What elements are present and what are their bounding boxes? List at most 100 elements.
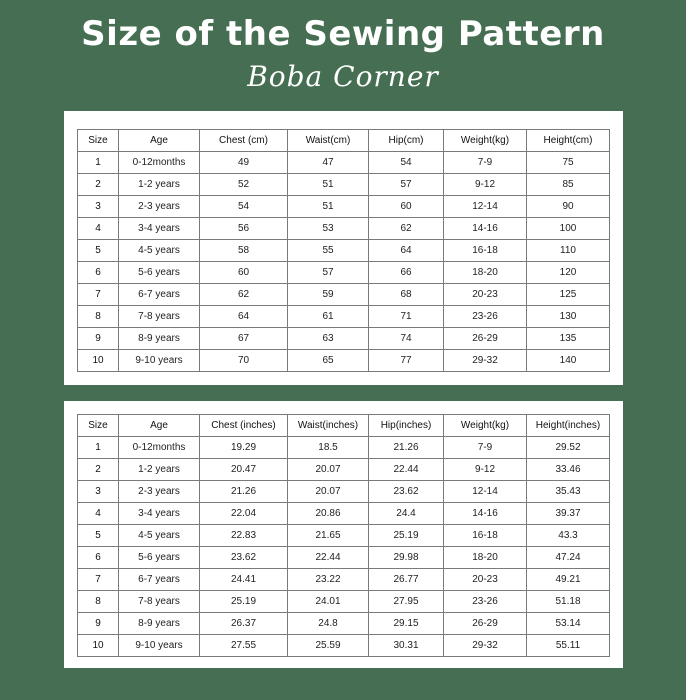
brand-logo: Boba Corner [247,60,439,93]
table-cell: 58 [199,239,288,262]
table-cell: 3-4 years [118,502,200,525]
table-cell: 35.43 [526,480,610,503]
table-cell: 54 [199,195,288,218]
cm-size-panel: Size Age Chest (cm) Waist(cm) Hip(cm) Weight(… [64,111,623,385]
table-cell: 23-26 [443,305,527,328]
column-header: Height(inches) [526,414,610,437]
table-cell: 120 [526,261,610,284]
table-cell: 20.07 [287,480,369,503]
table-cell: 135 [526,327,610,350]
table-cell: 26.77 [368,568,444,591]
table-row: 2 1-2 years 20.47 20.07 22.44 9-12 33.46 [77,458,610,481]
size-cell: 2 [77,173,119,196]
table-cell: 29-32 [443,634,527,657]
table-cell: 19.29 [199,436,288,459]
table-cell: 85 [526,173,610,196]
table-cell: 20.47 [199,458,288,481]
table-cell: 29.52 [526,436,610,459]
column-header: Weight(kg) [443,129,527,152]
table-cell: 62 [368,217,444,240]
table-cell: 26.37 [199,612,288,635]
table-header-row: Size Age Chest (cm) Waist(cm) Hip(cm) Weight(… [77,129,610,152]
table-cell: 23-26 [443,590,527,613]
table-cell: 23.62 [199,546,288,569]
table-cell: 49.21 [526,568,610,591]
table-cell: 22.04 [199,502,288,525]
column-header: Age [118,414,200,437]
size-cell: 6 [77,261,119,284]
table-cell: 0-12months [118,151,200,174]
table-cell: 3-4 years [118,217,200,240]
table-cell: 54 [368,151,444,174]
table-row: 3 2-3 years 54 51 60 12-14 90 [77,195,610,218]
table-row: 5 4-5 years 58 55 64 16-18 110 [77,239,610,262]
table-cell: 29.15 [368,612,444,635]
table-cell: 29-32 [443,349,527,372]
table-cell: 20-23 [443,283,527,306]
size-cell: 9 [77,612,119,635]
table-cell: 57 [368,173,444,196]
table-cell: 12-14 [443,480,527,503]
table-cell: 130 [526,305,610,328]
size-cell: 4 [77,217,119,240]
table-cell: 20.07 [287,458,369,481]
table-cell: 26-29 [443,327,527,350]
table-header-row: Size Age Chest (inches) Waist(inches) Hip(in… [77,414,610,437]
column-header: Hip(inches) [368,414,444,437]
table-cell: 18-20 [443,261,527,284]
table-cell: 8-9 years [118,612,200,635]
table-cell: 24.01 [287,590,369,613]
table-cell: 49 [199,151,288,174]
table-row: 5 4-5 years 22.83 21.65 25.19 16-18 43.3 [77,524,610,547]
table-cell: 51.18 [526,590,610,613]
table-cell: 8-9 years [118,327,200,350]
size-cell: 1 [77,151,119,174]
table-row: 9 8-9 years 26.37 24.8 29.15 26-29 53.14 [77,612,610,635]
table-cell: 20-23 [443,568,527,591]
column-header: Waist(inches) [287,414,369,437]
table-cell: 140 [526,349,610,372]
column-header: Waist(cm) [287,129,369,152]
table-cell: 67 [199,327,288,350]
table-cell: 7-9 [443,151,527,174]
table-cell: 75 [526,151,610,174]
table-row: 8 7-8 years 64 61 71 23-26 130 [77,305,610,328]
table-row: 10 9-10 years 70 65 77 29-32 140 [77,349,610,372]
table-row: 6 5-6 years 23.62 22.44 29.98 18-20 47.24 [77,546,610,569]
table-cell: 62 [199,283,288,306]
table-row: 6 5-6 years 60 57 66 18-20 120 [77,261,610,284]
table-cell: 74 [368,327,444,350]
size-cell: 3 [77,195,119,218]
table-cell: 25.59 [287,634,369,657]
table-cell: 1-2 years [118,458,200,481]
table-cell: 47 [287,151,369,174]
size-cell: 5 [77,524,119,547]
table-cell: 7-8 years [118,305,200,328]
size-cell: 8 [77,305,119,328]
table-cell: 2-3 years [118,195,200,218]
table-cell: 12-14 [443,195,527,218]
table-cell: 22.83 [199,524,288,547]
table-cell: 9-12 [443,173,527,196]
table-cell: 7-9 [443,436,527,459]
column-header: Weight(kg) [443,414,527,437]
table-cell: 43.3 [526,524,610,547]
table-cell: 0-12months [118,436,200,459]
column-header: Age [118,129,200,152]
table-cell: 53 [287,217,369,240]
table-cell: 21.65 [287,524,369,547]
table-cell: 21.26 [368,436,444,459]
table-cell: 24.8 [287,612,369,635]
table-cell: 22.44 [368,458,444,481]
size-cell: 4 [77,502,119,525]
size-cell: 1 [77,436,119,459]
table-cell: 26-29 [443,612,527,635]
table-cell: 2-3 years [118,480,200,503]
size-cell: 7 [77,283,119,306]
table-cell: 110 [526,239,610,262]
table-cell: 51 [287,195,369,218]
table-cell: 9-10 years [118,634,200,657]
table-row: 10 9-10 years 27.55 25.59 30.31 29-32 55.11 [77,634,610,657]
table-cell: 53.14 [526,612,610,635]
table-cell: 64 [368,239,444,262]
